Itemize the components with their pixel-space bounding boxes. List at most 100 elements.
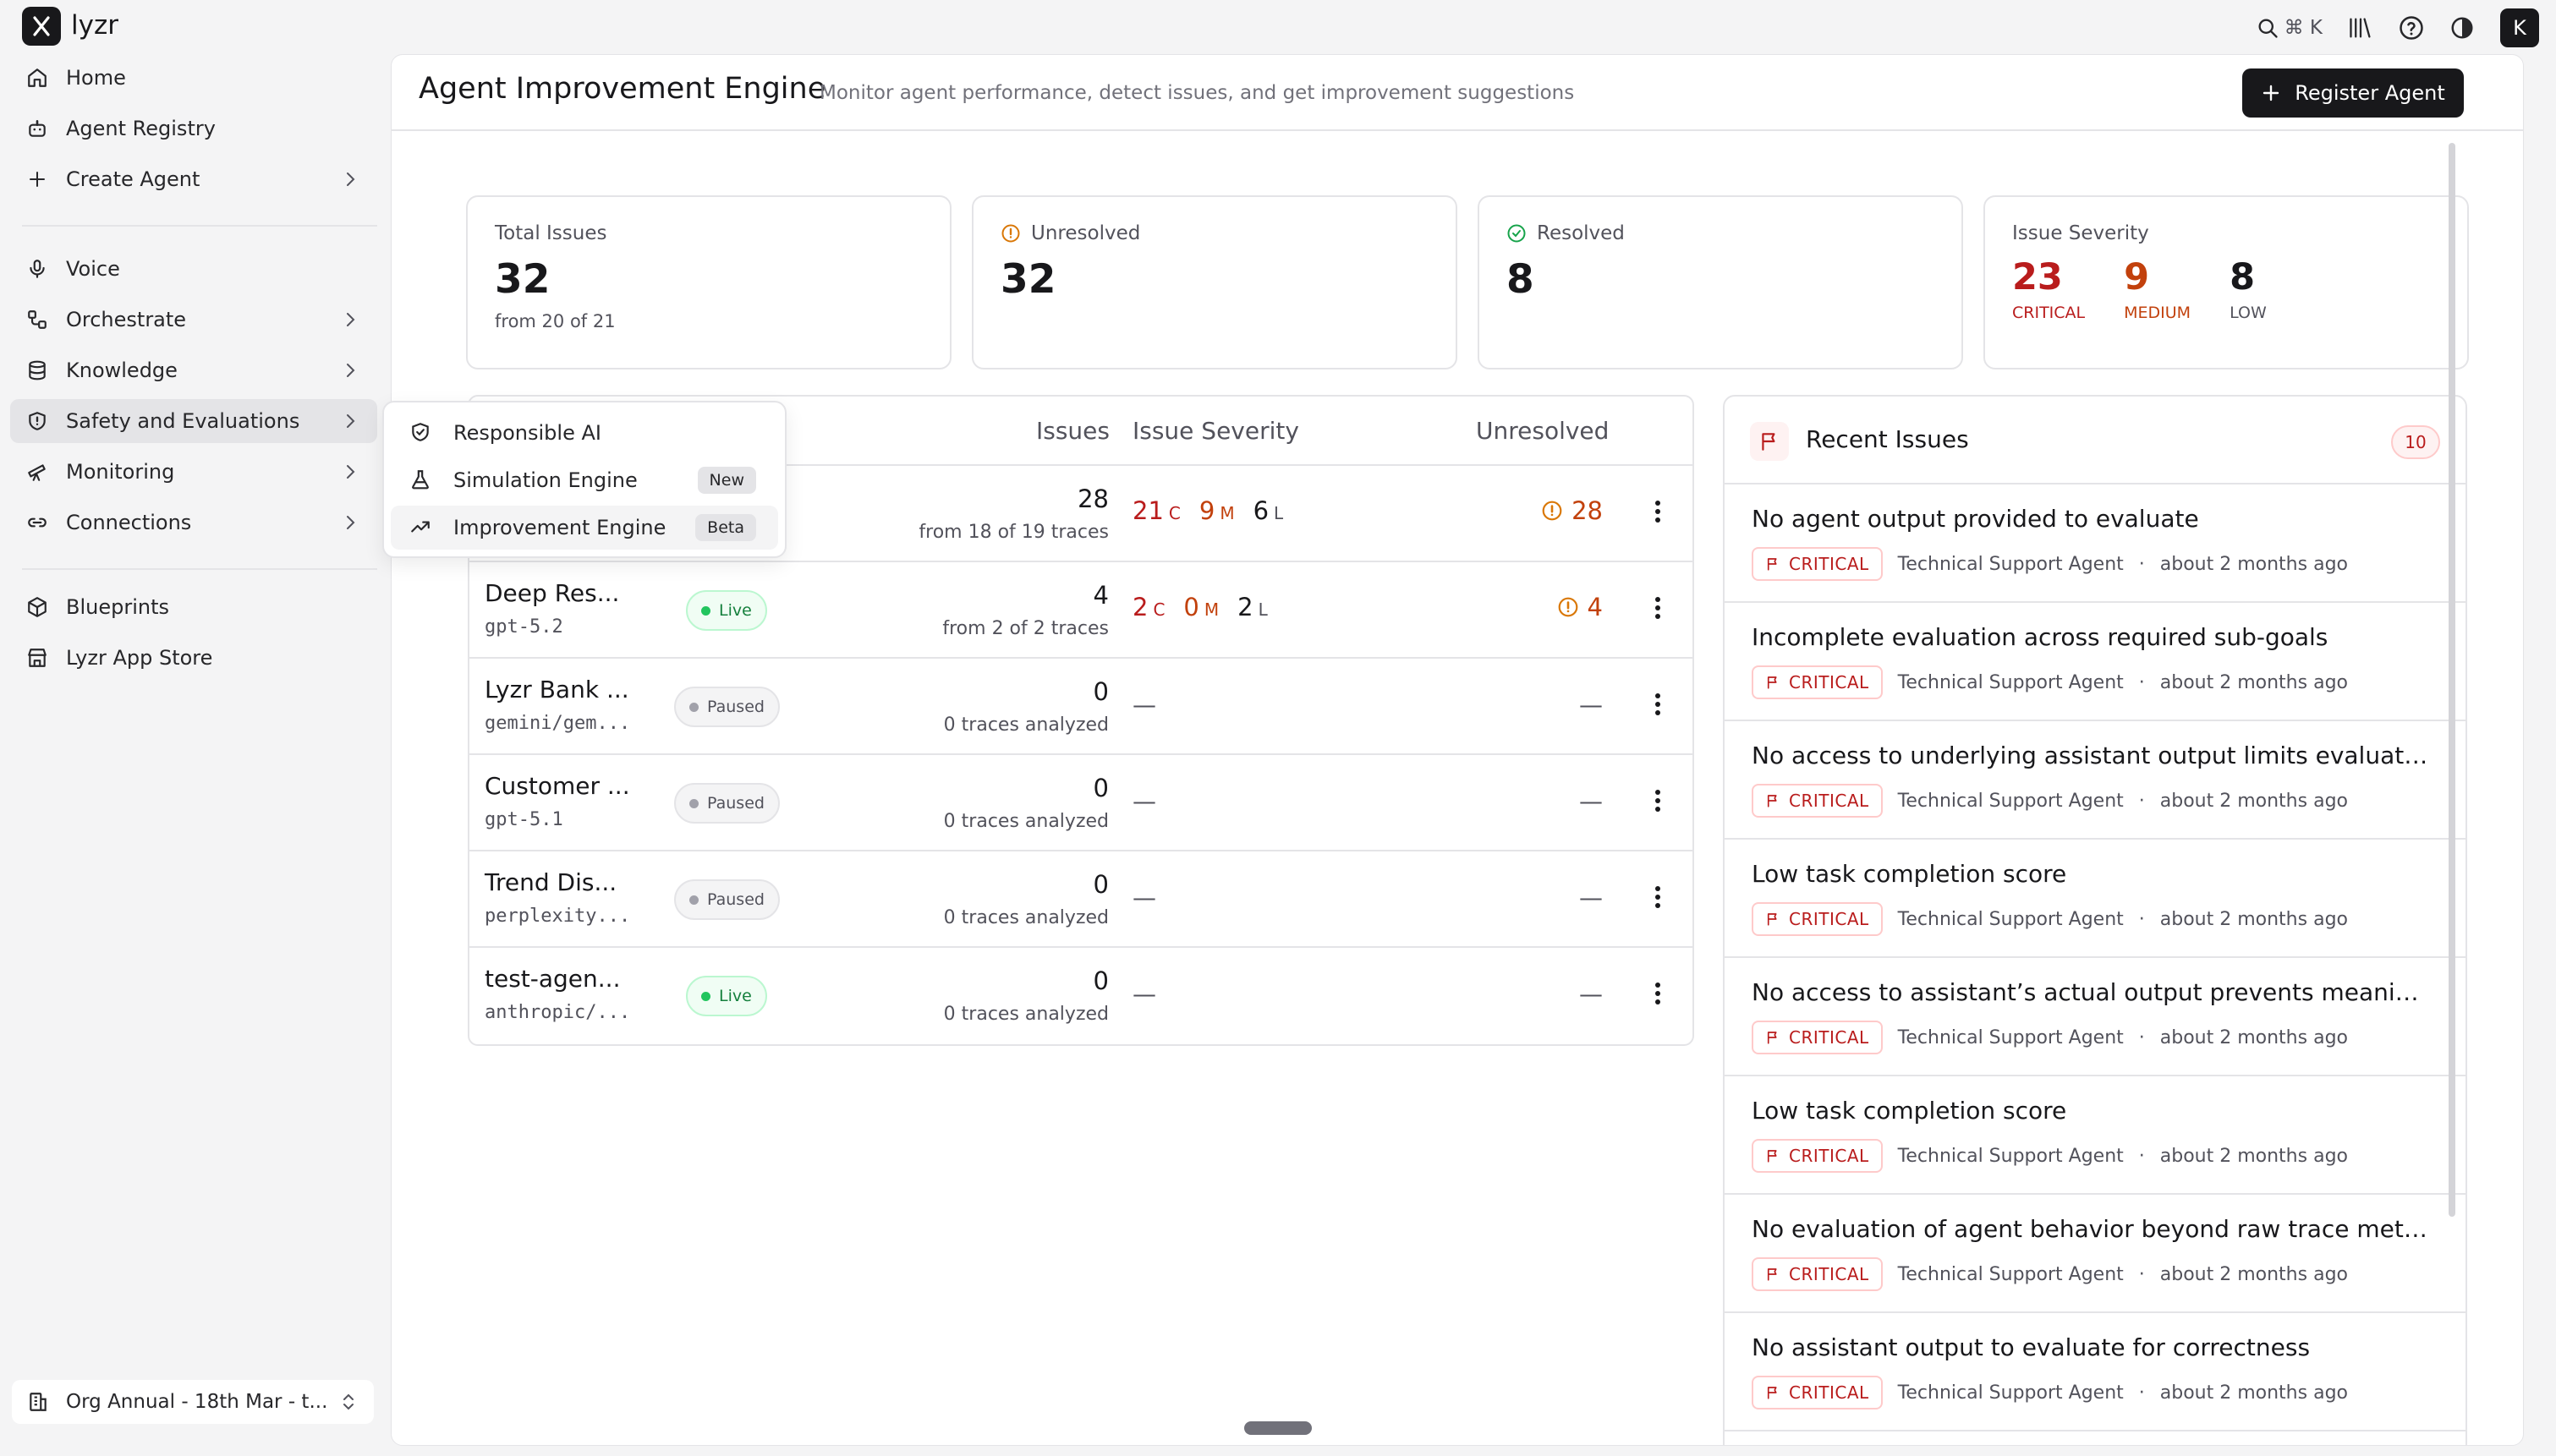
flask-icon — [409, 468, 433, 492]
flag-icon — [1765, 911, 1780, 927]
org-selector[interactable]: Org Annual - 18th Mar - t... — [12, 1380, 374, 1424]
register-agent-button[interactable]: Register Agent — [2242, 68, 2464, 118]
low-letter: L — [1258, 599, 1268, 620]
recent-issue-item[interactable]: No agent output provided to evaluate CRIT… — [1725, 484, 2465, 603]
submenu-item-responsible-ai[interactable]: Responsible AI — [391, 411, 778, 455]
unresolved-empty: — — [1579, 691, 1603, 719]
check-circle-icon — [1506, 223, 1527, 244]
issue-time: about 2 months ago — [2159, 790, 2348, 812]
submenu-item-simulation-engine[interactable]: Simulation Engine New — [391, 458, 778, 502]
search-icon — [2256, 16, 2279, 40]
alert-circle-icon — [1541, 500, 1563, 522]
library-icon[interactable] — [2348, 16, 2373, 40]
chevron-right-icon — [340, 169, 360, 189]
severity-empty: — — [1133, 980, 1156, 1008]
recent-issue-item[interactable]: No access to underlying assistant output… — [1725, 721, 2465, 840]
flag-icon — [1765, 1385, 1780, 1400]
more-vertical-icon[interactable] — [1654, 787, 1662, 814]
vertical-scrollbar[interactable] — [2449, 143, 2455, 1217]
column-header-issue-severity[interactable]: Issue Severity — [1133, 417, 1299, 445]
issue-sub: 0 traces analyzed — [943, 811, 1109, 832]
recent-issues-count: 10 — [2391, 425, 2440, 459]
sidebar-item-orchestrate[interactable]: Orchestrate — [10, 298, 377, 342]
meta-separator: · — [2138, 1263, 2145, 1285]
issue-count: 28 — [1078, 484, 1109, 513]
more-vertical-icon[interactable] — [1654, 498, 1662, 525]
sidebar-item-safety-and-evaluations[interactable]: Safety and Evaluations — [10, 399, 377, 443]
table-row[interactable]: Deep Res... gpt-5.2 Live 4 from 2 of 2 t… — [469, 562, 1692, 659]
agent-model: gpt-5.1 — [485, 809, 563, 830]
sidebar-item-lyzr-app-store[interactable]: Lyzr App Store — [10, 636, 377, 680]
shield-icon — [25, 409, 49, 433]
table-row[interactable]: Customer ... gpt-5.1 Paused 0 0 traces a… — [469, 755, 1692, 851]
horizontal-scroll-handle[interactable] — [1244, 1421, 1312, 1435]
issue-sub: 0 traces analyzed — [943, 714, 1109, 736]
critical-label: CRITICAL — [2012, 304, 2086, 322]
more-vertical-icon[interactable] — [1654, 594, 1662, 621]
recent-issue-item[interactable]: No evaluation of agent behavior beyond r… — [1725, 1195, 2465, 1313]
submenu-item-label: Improvement Engine — [453, 516, 666, 539]
chevrons-up-down-icon — [338, 1391, 359, 1413]
safety-submenu: Responsible AI Simulation Engine New Imp… — [382, 401, 787, 558]
recent-issue-item[interactable]: Low task completion score CRITICAL Technic… — [1725, 840, 2465, 958]
sidebar-item-agent-registry[interactable]: Agent Registry — [10, 107, 377, 151]
sidebar-item-knowledge[interactable]: Knowledge — [10, 348, 377, 392]
alert-circle-icon — [1001, 223, 1021, 244]
status-label: Live — [719, 987, 752, 1005]
critical-badge: CRITICAL — [1752, 1257, 1883, 1291]
medium-letter: M — [1204, 599, 1220, 620]
sidebar-item-create-agent[interactable]: Create Agent — [10, 157, 377, 201]
agent-name: Lyzr Bank ... — [485, 676, 629, 703]
more-vertical-icon[interactable] — [1654, 980, 1662, 1007]
issue-sub: 0 traces analyzed — [943, 907, 1109, 928]
sidebar-item-home[interactable]: Home — [10, 56, 377, 100]
agent-model: anthropic/... — [485, 1002, 631, 1023]
issue-time: about 2 months ago — [2159, 671, 2348, 693]
table-row[interactable]: Trend Dis... perplexity... Paused 0 0 tr… — [469, 851, 1692, 948]
meta-separator: · — [2138, 1026, 2145, 1048]
app-name: lyzr — [71, 10, 118, 41]
user-avatar[interactable]: K — [2500, 8, 2539, 47]
more-vertical-icon[interactable] — [1654, 691, 1662, 718]
severity-label: CRITICAL — [1789, 909, 1869, 929]
submenu-item-improvement-engine[interactable]: Improvement Engine Beta — [391, 506, 778, 550]
recent-issue-item[interactable]: No access to assistant’s actual output p… — [1725, 958, 2465, 1076]
stat-value: 32 — [495, 256, 551, 303]
recent-issue-item[interactable]: Incomplete evaluation across required su… — [1725, 603, 2465, 721]
stat-value: 8 — [1506, 256, 1534, 303]
issue-agent: Technical Support Agent — [1897, 790, 2124, 812]
agent-name: test-agen... — [485, 965, 621, 993]
issue-agent: Technical Support Agent — [1897, 1026, 2124, 1048]
column-header-unresolved[interactable]: Unresolved — [1476, 417, 1610, 445]
table-row[interactable]: test-agen... anthropic/... Live 0 0 trac… — [469, 948, 1692, 1044]
recent-issue-item[interactable]: No assistant output to evaluate for corr… — [1725, 1313, 2465, 1431]
chevron-right-icon — [340, 309, 360, 330]
flag-icon — [1765, 1148, 1780, 1163]
flag-icon — [1765, 1267, 1780, 1282]
building-icon — [27, 1391, 49, 1413]
sidebar-item-blueprints[interactable]: Blueprints — [10, 585, 377, 629]
unresolved-count: 28 — [1541, 496, 1603, 525]
status-badge: Paused — [674, 879, 780, 920]
sidebar-item-voice[interactable]: Voice — [10, 247, 377, 291]
status-label: Paused — [707, 890, 765, 909]
sidebar-item-connections[interactable]: Connections — [10, 501, 377, 545]
severity-empty: — — [1133, 691, 1156, 719]
column-header-issues[interactable]: Issues — [1036, 417, 1110, 445]
table-row[interactable]: Lyzr Bank ... gemini/gem... Paused 0 0 t… — [469, 659, 1692, 755]
chevron-right-icon — [340, 360, 360, 380]
search-button[interactable]: ⌘ K — [2256, 16, 2323, 40]
chevron-right-icon — [340, 411, 360, 431]
theme-toggle-icon[interactable] — [2449, 15, 2475, 41]
issue-sub: from 18 of 19 traces — [919, 522, 1109, 543]
lyzr-logo[interactable] — [22, 7, 61, 46]
sidebar-item-monitoring[interactable]: Monitoring — [10, 450, 377, 494]
more-vertical-icon[interactable] — [1654, 884, 1662, 911]
issue-time: about 2 months ago — [2159, 553, 2348, 575]
home-icon — [25, 66, 49, 90]
help-icon[interactable] — [2399, 15, 2424, 41]
recent-issue-item[interactable]: Low task completion score CRITICAL Technic… — [1725, 1076, 2465, 1195]
stat-card-unresolved: Unresolved 32 — [972, 195, 1457, 369]
workflow-icon — [25, 308, 49, 331]
